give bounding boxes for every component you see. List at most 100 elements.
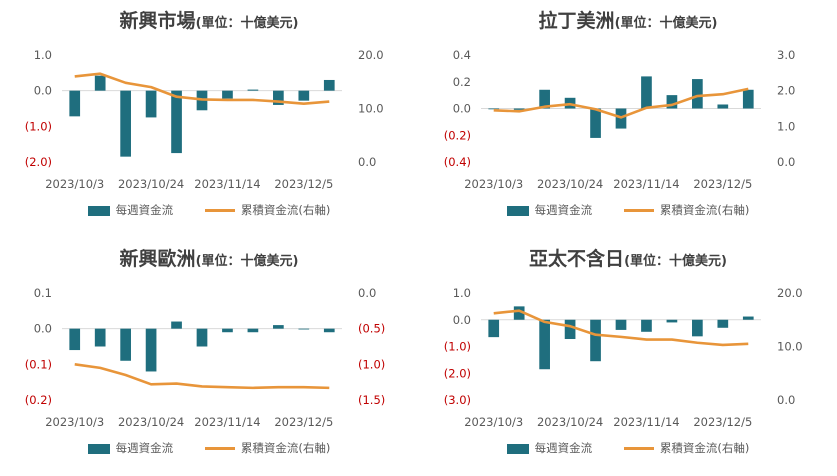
left-axis-tick-label: 0.4 (453, 48, 471, 62)
left-axis-tick-label: 1.0 (453, 286, 471, 300)
legend-weekly-label: 每週資金流 (534, 441, 593, 455)
weekly-flow-bar (615, 319, 627, 330)
chart-plot: 0.1 0.0 (0.1) (0.2) 0.0 (0.5) (1.0) (1.5) 2023/1… (25, 286, 386, 429)
weekly-flow-bar (145, 90, 157, 118)
weekly-flow-bar (298, 328, 310, 330)
right-axis-tick-label: 0.0 (777, 393, 795, 407)
cumulative-flow-line (74, 72, 330, 105)
x-axis-tick-label: 2023/10/3 (45, 177, 104, 191)
weekly-flow-bar (590, 319, 601, 362)
left-axis-tick-label: (0.2) (25, 393, 52, 407)
right-axis-tick-label: 3.0 (777, 48, 795, 62)
legend-bar-swatch (506, 205, 529, 216)
chart-title: 亞太不含日(單位：十億美元) (419, 244, 837, 271)
weekly-flow-bar (742, 89, 754, 109)
right-axis-tick-label: 2.0 (777, 84, 795, 98)
chart-legend: 每週資金流 累積資金流(右軸) (419, 202, 837, 218)
chart-title-text: 新興市場 (119, 10, 196, 32)
chart-legend: 每週資金流 累積資金流(右軸) (0, 440, 418, 456)
right-axis-tick-label: 10.0 (777, 340, 803, 354)
chart-title: 新興歐洲(單位：十億美元) (0, 244, 418, 271)
left-axis-tick-label: 0.2 (453, 75, 471, 89)
chart-unit-text: (單位：十億美元) (614, 16, 718, 31)
chart-title: 新興市場(單位：十億美元) (0, 6, 418, 33)
weekly-flow-bar (69, 328, 81, 351)
right-axis-tick-label: 0.0 (358, 155, 376, 169)
legend-item-weekly: 每週資金流 (506, 440, 593, 456)
x-axis-tick-label: 2023/10/24 (118, 177, 184, 191)
weekly-flow-bar (94, 328, 106, 347)
legend-bar-swatch (87, 205, 110, 216)
legend-bar-swatch (87, 443, 110, 454)
left-axis-tick-label: 0.0 (34, 84, 52, 98)
legend-item-weekly: 每週資金流 (506, 202, 593, 218)
left-axis-tick-label: (2.0) (444, 366, 471, 380)
right-axis-tick-label: (1.0) (358, 357, 385, 371)
weekly-flow-bar (323, 328, 335, 333)
left-axis-tick-label: 0.1 (34, 286, 52, 300)
legend-weekly-label: 每週資金流 (534, 203, 593, 217)
x-axis-tick-label: 2023/11/14 (194, 415, 260, 429)
x-axis-tick-label: 2023/10/24 (537, 415, 603, 429)
left-axis-tick-label: (1.0) (25, 119, 52, 133)
weekly-flow-bar (666, 95, 678, 109)
weekly-flow-bar (273, 90, 284, 105)
weekly-flow-bar (120, 90, 131, 157)
weekly-flow-bar (69, 90, 81, 117)
weekly-flow-bar (564, 319, 576, 340)
left-axis-tick-label: 0.0 (34, 322, 52, 336)
weekly-flow-bar (145, 328, 157, 372)
x-axis-tick-label: 2023/10/3 (464, 415, 523, 429)
cumulative-flow-line (74, 363, 330, 390)
weekly-flow-bar (488, 108, 500, 110)
weekly-flow-bar (590, 108, 601, 138)
weekly-flow-bar (539, 319, 550, 370)
x-axis-tick-label: 2023/10/3 (45, 415, 104, 429)
chart-unit-text: (單位：十億美元) (195, 16, 299, 31)
weekly-flow-bar (273, 325, 284, 329)
x-axis-tick-label: 2023/12/5 (274, 415, 333, 429)
weekly-flow-bar (692, 319, 703, 337)
legend-bar-swatch (506, 443, 529, 454)
legend-cumulative-label: 累積資金流(右軸) (659, 203, 750, 217)
chart-unit-text: (單位：十億美元) (624, 254, 727, 269)
weekly-flow-bar (513, 306, 525, 320)
weekly-flow-bar (513, 108, 525, 110)
weekly-flow-bar (323, 79, 335, 91)
x-axis-tick-label: 2023/11/14 (613, 177, 679, 191)
chart-unit-text: (單位：十億美元) (195, 254, 299, 269)
x-axis-tick-label: 2023/11/14 (613, 415, 679, 429)
chart-panel-emerging-markets: 1.0 0.0 (1.0) (2.0) 20.0 10.0 0.0 2023/10/3 2023… (0, 0, 418, 238)
chart-panel-latin-america: 0.4 0.2 0.0 (0.2) (0.4) 3.0 2.0 1.0 0.0 2023/10/3… (419, 0, 837, 238)
right-axis-tick-label: (1.5) (358, 393, 385, 407)
right-axis-tick-label: 0.0 (358, 286, 376, 300)
right-axis-tick-label: 20.0 (358, 48, 384, 62)
legend-weekly-label: 每週資金流 (115, 441, 174, 455)
left-axis-tick-label: 0.0 (453, 313, 471, 327)
left-axis-tick-label: 1.0 (34, 48, 52, 62)
chart-title-text: 拉丁美洲 (538, 10, 615, 32)
chart-title-text: 亞太不含日 (529, 248, 625, 270)
legend-line-swatch (623, 447, 654, 450)
x-axis-tick-label: 2023/10/3 (464, 177, 523, 191)
left-axis-tick-label: (0.4) (444, 155, 471, 169)
legend-item-cumulative: 累積資金流(右軸) (623, 440, 749, 456)
weekly-flow-bar (641, 76, 652, 109)
x-axis-tick-label: 2023/12/5 (274, 177, 333, 191)
weekly-flow-bar (641, 319, 652, 332)
legend-cumulative-label: 累積資金流(右軸) (240, 441, 331, 455)
weekly-flow-bar (539, 89, 550, 109)
weekly-flow-bar (717, 104, 729, 109)
left-axis-tick-label: (0.2) (444, 128, 471, 142)
left-axis-tick-label: (1.0) (444, 340, 471, 354)
x-axis-tick-label: 2023/11/14 (194, 177, 260, 191)
legend-item-weekly: 每週資金流 (87, 202, 173, 218)
chart-plot: 1.0 0.0 (1.0) (2.0) 20.0 10.0 0.0 2023/10/3 2023… (25, 48, 384, 191)
right-axis-tick-label: 10.0 (358, 102, 384, 116)
legend-line-swatch (204, 209, 235, 212)
legend-item-cumulative: 累積資金流(右軸) (623, 202, 750, 218)
weekly-flow-bar (717, 319, 729, 328)
right-axis-tick-label: 0.0 (777, 155, 795, 169)
chart-panel-asia-pacific-ex-japan: 1.0 0.0 (1.0) (2.0) (3.0) 20.0 10.0 0.0 2023/10/… (419, 238, 837, 476)
